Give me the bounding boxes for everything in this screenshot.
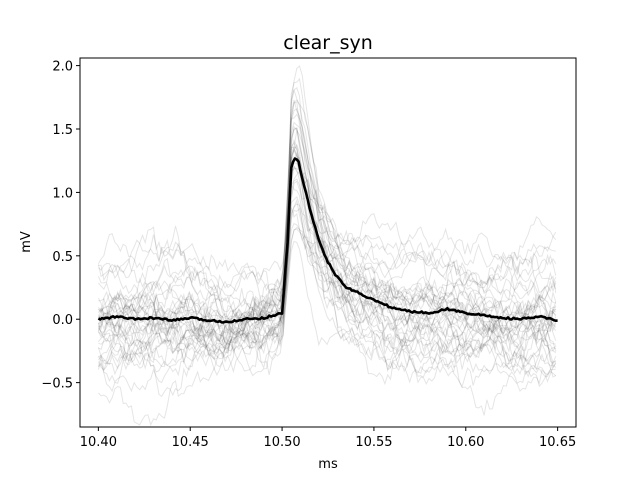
individual-trace bbox=[98, 151, 557, 373]
y-tick-label: 0.0 bbox=[52, 313, 73, 328]
y-tick-label: 0.5 bbox=[52, 250, 73, 265]
individual-trace bbox=[98, 226, 557, 343]
individual-trace bbox=[97, 240, 557, 378]
individual-trace bbox=[97, 129, 557, 304]
individual-trace bbox=[97, 165, 556, 316]
x-tick-label: 10.65 bbox=[539, 435, 576, 450]
individual-trace bbox=[97, 125, 557, 365]
individual-traces bbox=[97, 65, 557, 427]
individual-trace bbox=[97, 182, 557, 369]
individual-trace bbox=[97, 145, 557, 353]
individual-trace bbox=[97, 147, 557, 383]
individual-trace bbox=[97, 167, 557, 365]
x-axis-ticks: 10.40 10.45 10.50 10.55 10.60 10.65 bbox=[80, 427, 576, 450]
individual-trace bbox=[97, 141, 557, 360]
y-axis-ticks: −0.5 0.0 0.5 1.0 1.5 2.0 bbox=[41, 60, 80, 392]
individual-trace bbox=[98, 146, 557, 371]
y-tick-label: −0.5 bbox=[41, 377, 73, 392]
individual-trace bbox=[97, 113, 557, 357]
individual-trace bbox=[97, 156, 557, 334]
x-tick-label: 10.55 bbox=[355, 435, 392, 450]
y-tick-label: 1.5 bbox=[52, 123, 73, 138]
individual-trace bbox=[98, 99, 557, 318]
individual-trace bbox=[98, 169, 557, 355]
x-axis-label: ms bbox=[318, 457, 338, 472]
mean-trace-group bbox=[97, 157, 558, 324]
chart-title: clear_syn bbox=[283, 32, 373, 54]
x-tick-label: 10.50 bbox=[263, 435, 300, 450]
individual-trace bbox=[97, 228, 557, 371]
individual-trace bbox=[98, 198, 557, 378]
individual-trace bbox=[97, 195, 556, 416]
y-tick-label: 1.0 bbox=[52, 186, 73, 201]
individual-trace bbox=[97, 207, 557, 398]
individual-trace bbox=[98, 108, 557, 325]
individual-trace bbox=[97, 99, 557, 389]
individual-trace bbox=[98, 222, 557, 427]
x-tick-label: 10.45 bbox=[172, 435, 209, 450]
individual-trace bbox=[98, 155, 557, 325]
mean-trace bbox=[97, 157, 558, 324]
individual-trace bbox=[97, 178, 557, 295]
plot-frame bbox=[79, 57, 577, 428]
y-axis-label: mV bbox=[19, 231, 34, 253]
individual-trace bbox=[97, 86, 557, 359]
individual-trace bbox=[97, 149, 557, 338]
y-tick-label: 2.0 bbox=[52, 60, 73, 75]
x-tick-label: 10.40 bbox=[80, 435, 117, 450]
x-tick-label: 10.60 bbox=[447, 435, 484, 450]
individual-trace bbox=[98, 127, 556, 338]
individual-trace bbox=[97, 180, 557, 371]
individual-trace bbox=[97, 101, 557, 366]
individual-trace bbox=[98, 89, 557, 345]
